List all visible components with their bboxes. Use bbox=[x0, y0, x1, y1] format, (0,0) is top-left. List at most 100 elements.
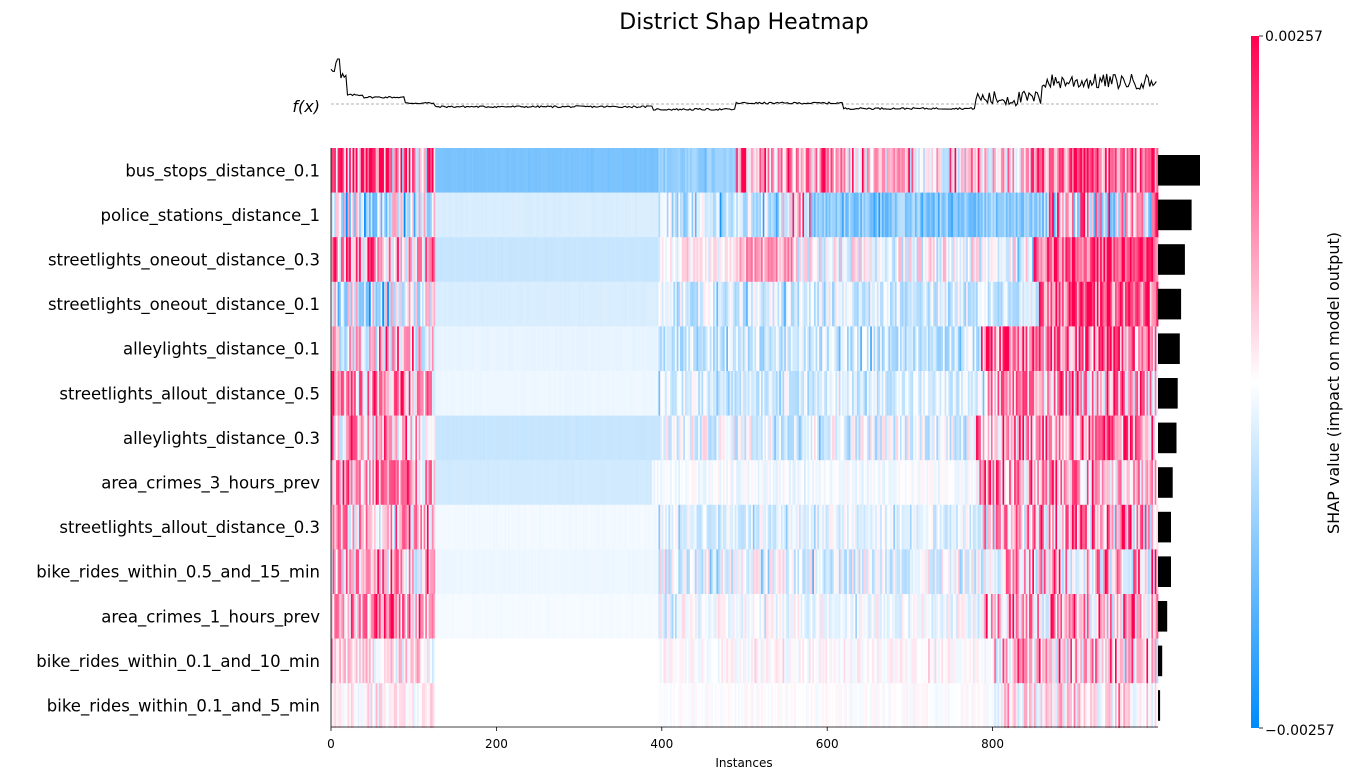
heatmap-cell bbox=[512, 237, 515, 283]
heatmap-cell bbox=[597, 371, 600, 416]
heatmap-cell bbox=[845, 237, 848, 283]
heatmap-cell bbox=[331, 281, 334, 327]
heatmap-cell bbox=[761, 415, 764, 461]
heatmap-cell bbox=[759, 371, 762, 416]
heatmap-cell bbox=[484, 415, 487, 461]
heatmap-cell bbox=[582, 371, 585, 416]
heatmap-cell bbox=[666, 504, 669, 550]
heatmap-cell bbox=[1010, 371, 1013, 416]
heatmap-cell bbox=[1116, 281, 1119, 327]
heatmap-cell bbox=[681, 415, 684, 461]
heatmap-cell bbox=[847, 281, 850, 327]
heatmap-cell bbox=[658, 415, 661, 461]
heatmap-cell bbox=[1108, 549, 1111, 595]
heatmap-cell bbox=[653, 371, 656, 416]
heatmap-cell bbox=[871, 460, 874, 506]
heatmap-cell bbox=[756, 415, 759, 461]
heatmap-cell bbox=[898, 415, 901, 461]
heatmap-cell bbox=[1096, 549, 1099, 595]
heatmap-cell bbox=[899, 460, 903, 506]
heatmap-cell bbox=[473, 415, 476, 461]
heatmap-cell bbox=[402, 415, 405, 461]
heatmap-cell bbox=[818, 237, 821, 283]
heatmap-cell bbox=[1004, 371, 1007, 416]
heatmap-cell bbox=[951, 237, 954, 283]
heatmap-cell bbox=[852, 148, 855, 193]
heatmap-cell bbox=[360, 371, 363, 416]
heatmap-cell bbox=[744, 504, 747, 550]
heatmap-cell bbox=[1047, 504, 1050, 550]
heatmap-cell bbox=[474, 148, 477, 193]
heatmap-cell bbox=[589, 549, 592, 595]
heatmap-cell bbox=[425, 192, 428, 238]
heatmap-cell bbox=[620, 192, 623, 238]
heatmap-cell bbox=[461, 504, 464, 550]
heatmap-cell bbox=[618, 460, 621, 506]
heatmap-cell bbox=[539, 415, 542, 461]
heatmap-cell bbox=[1126, 281, 1129, 327]
heatmap-cell bbox=[792, 237, 795, 283]
heatmap-cell bbox=[544, 192, 547, 238]
heatmap-cell bbox=[815, 415, 818, 461]
heatmap-cell bbox=[756, 326, 759, 372]
heatmap-cell bbox=[605, 326, 608, 372]
heatmap-cell bbox=[374, 371, 377, 416]
heatmap-cell bbox=[607, 148, 610, 193]
heatmap-cell bbox=[635, 192, 638, 238]
heatmap-cell bbox=[825, 460, 828, 506]
heatmap-cell bbox=[775, 281, 778, 327]
heatmap-cell bbox=[777, 281, 780, 327]
heatmap-cell bbox=[512, 192, 515, 238]
heatmap-cell bbox=[949, 192, 952, 238]
heatmap-cell bbox=[1154, 504, 1157, 550]
heatmap-cell bbox=[590, 460, 593, 506]
heatmap-cell bbox=[979, 148, 982, 193]
heatmap-cell bbox=[347, 326, 350, 372]
heatmap-cell bbox=[392, 148, 395, 193]
heatmap-cell bbox=[451, 504, 454, 550]
heatmap-cell bbox=[671, 549, 674, 595]
heatmap-cell bbox=[1058, 549, 1061, 595]
heatmap-cell bbox=[574, 326, 577, 372]
heatmap-cell bbox=[618, 192, 621, 238]
heatmap-cell bbox=[598, 415, 601, 461]
heatmap-cell bbox=[489, 192, 492, 238]
heatmap-cell bbox=[412, 460, 415, 506]
heatmap-cell bbox=[1149, 460, 1152, 506]
heatmap-cell bbox=[769, 237, 772, 283]
heatmap-cell bbox=[1148, 237, 1151, 283]
heatmap-cell bbox=[684, 371, 688, 416]
heatmap-cell bbox=[1113, 237, 1116, 283]
heatmap-cell bbox=[976, 326, 979, 372]
heatmap-cell bbox=[1033, 192, 1036, 238]
heatmap-cell bbox=[1149, 148, 1152, 193]
heatmap-cell bbox=[767, 281, 770, 327]
heatmap-cell bbox=[989, 148, 992, 193]
heatmap-cell bbox=[651, 326, 654, 372]
heatmap-cell bbox=[1100, 148, 1103, 193]
heatmap-cell bbox=[787, 549, 790, 595]
heatmap-cell bbox=[570, 326, 573, 372]
heatmap-cell bbox=[646, 326, 649, 372]
heatmap-cell bbox=[1052, 415, 1055, 461]
heatmap-cell bbox=[393, 504, 396, 550]
heatmap-cell bbox=[1068, 460, 1071, 506]
heatmap-cell bbox=[595, 148, 598, 193]
heatmap-cell bbox=[412, 549, 415, 595]
heatmap-cell bbox=[1131, 237, 1134, 283]
heatmap-cell bbox=[360, 148, 363, 193]
heatmap-cell bbox=[1033, 371, 1036, 416]
heatmap-cell bbox=[1019, 148, 1022, 193]
heatmap-cell bbox=[812, 148, 815, 193]
heatmap-cell bbox=[593, 192, 597, 238]
heatmap-cell bbox=[1045, 326, 1048, 372]
heatmap-cell bbox=[364, 281, 367, 327]
heatmap-cell bbox=[623, 371, 626, 416]
heatmap-cell bbox=[716, 326, 719, 372]
heatmap-cell bbox=[1067, 371, 1070, 416]
heatmap-cell bbox=[579, 549, 582, 595]
heatmap-cell bbox=[1002, 460, 1005, 506]
heatmap-cell bbox=[435, 237, 438, 283]
heatmap-cell bbox=[987, 371, 990, 416]
heatmap-cell bbox=[729, 326, 732, 372]
